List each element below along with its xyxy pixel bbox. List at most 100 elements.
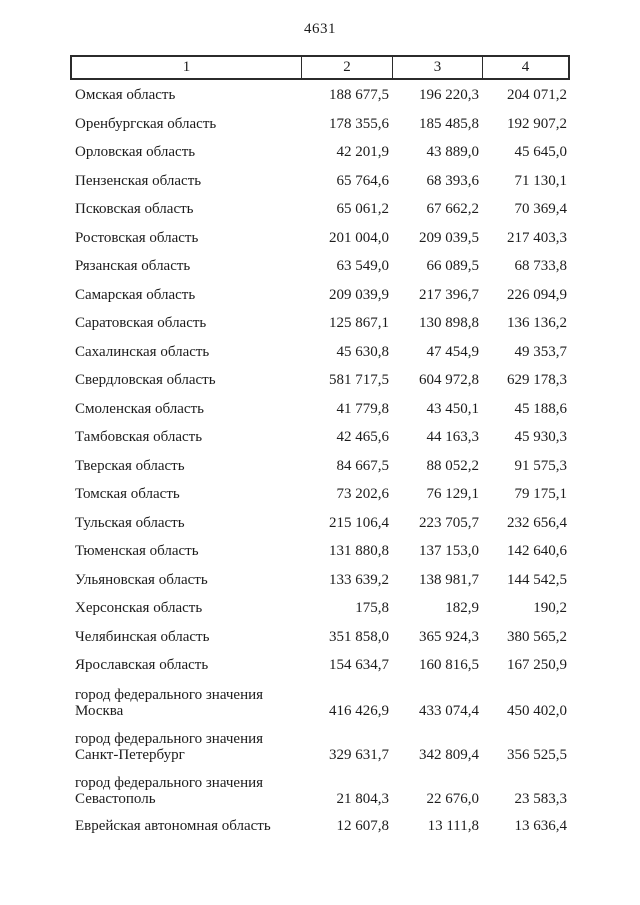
value-col-4: 91 575,3 xyxy=(514,457,568,474)
region-name: Рязанская область xyxy=(70,258,300,274)
table-header-row: 1 2 3 4 xyxy=(70,55,570,80)
value-col-2: 154 634,7 xyxy=(329,657,389,674)
value-col-4: 629 178,3 xyxy=(507,372,567,389)
region-name: город федерального значения Москва xyxy=(70,687,300,719)
region-name-line: Псковская область xyxy=(75,201,194,218)
table-row: Ярославская область 154 634,7 160 816,5 167… xyxy=(70,651,570,680)
value-col-2: 201 004,0 xyxy=(329,229,389,246)
region-name: Орловская область xyxy=(70,144,300,160)
region-name: Смоленская область xyxy=(70,401,300,417)
region-name-line: Рязанская область xyxy=(75,258,191,275)
value-col-4: 380 565,2 xyxy=(507,628,567,645)
value-col-4: 450 402,0 xyxy=(507,702,567,719)
value-col-4: 45 645,0 xyxy=(514,144,568,161)
value-col-4: 79 175,1 xyxy=(514,486,568,503)
value-col-2: 581 717,5 xyxy=(329,372,389,389)
value-col-4: 217 403,3 xyxy=(507,229,567,246)
value-col-3: 47 454,9 xyxy=(426,343,480,360)
value-col-3: 342 809,4 xyxy=(419,746,479,763)
value-col-2: 215 106,4 xyxy=(329,514,389,531)
value-col-4: 71 130,1 xyxy=(514,172,568,189)
region-name: Ярославская область xyxy=(70,657,300,673)
region-name-line: Омская область xyxy=(75,87,176,104)
value-col-3: 22 676,0 xyxy=(426,790,480,807)
table-row: Томская область 73 202,6 76 129,1 79 175,1 xyxy=(70,480,570,509)
region-name-line: Тамбовская область xyxy=(75,429,203,446)
region-name-line: Севастополь xyxy=(75,790,156,807)
table-header-cell-1: 1 xyxy=(182,59,191,75)
region-name-line: Смоленская область xyxy=(75,400,204,417)
region-name: Тверская область xyxy=(70,458,300,474)
region-name: Саратовская область xyxy=(70,315,300,331)
region-name-line: Оренбургская область xyxy=(75,115,217,132)
value-col-3: 209 039,5 xyxy=(419,229,479,246)
value-col-2: 133 639,2 xyxy=(329,571,389,588)
value-col-2: 84 667,5 xyxy=(336,457,390,474)
value-col-3: 76 129,1 xyxy=(426,486,480,503)
region-name-line: Ростовская область xyxy=(75,229,199,246)
value-col-4: 49 353,7 xyxy=(514,343,568,360)
value-col-3: 44 163,3 xyxy=(426,429,480,446)
region-name: Тамбовская область xyxy=(70,429,300,445)
value-col-4: 190,2 xyxy=(533,600,567,617)
value-col-3: 196 220,3 xyxy=(419,87,479,104)
region-name-line: Тульская область xyxy=(75,514,185,531)
value-col-2: 351 858,0 xyxy=(329,628,389,645)
region-name: Томская область xyxy=(70,486,300,502)
table-header-cell-3: 3 xyxy=(392,57,482,78)
table-row: Еврейская автономная область 12 607,8 13 1… xyxy=(70,812,570,841)
region-name-line: Ульяновская область xyxy=(75,571,208,588)
region-name-line: Тверская область xyxy=(75,457,185,474)
value-col-4: 70 369,4 xyxy=(514,201,568,218)
region-name: Челябинская область xyxy=(70,629,300,645)
value-col-2: 329 631,7 xyxy=(329,746,389,763)
value-col-3: 43 450,1 xyxy=(426,400,480,417)
table-row: Самарская область 209 039,9 217 396,7 226 0… xyxy=(70,281,570,310)
value-col-4: 356 525,5 xyxy=(507,746,567,763)
region-name-line: Тюменская область xyxy=(75,543,199,560)
table-row: Тверская область 84 667,5 88 052,2 91 575,3 xyxy=(70,452,570,481)
value-col-3: 182,9 xyxy=(445,600,479,617)
value-col-3: 43 889,0 xyxy=(426,144,480,161)
table-row: Тульская область 215 106,4 223 705,7 232 65… xyxy=(70,509,570,538)
value-col-2: 45 630,8 xyxy=(336,343,390,360)
value-col-3: 433 074,4 xyxy=(419,702,479,719)
table-row: Свердловская область 581 717,5 604 972,8 62… xyxy=(70,366,570,395)
value-col-2: 175,8 xyxy=(355,600,389,617)
value-col-4: 144 542,5 xyxy=(507,571,567,588)
value-col-2: 188 677,5 xyxy=(329,87,389,104)
value-col-2: 65 061,2 xyxy=(336,201,390,218)
table-row: Орловская область 42 201,9 43 889,0 45 645,… xyxy=(70,138,570,167)
value-col-4: 167 250,9 xyxy=(507,657,567,674)
value-col-3: 217 396,7 xyxy=(419,286,479,303)
table-row: Челябинская область 351 858,0 365 924,3 380… xyxy=(70,623,570,652)
value-col-3: 223 705,7 xyxy=(419,514,479,531)
value-col-2: 131 880,8 xyxy=(329,543,389,560)
region-name: Оренбургская область xyxy=(70,116,300,132)
table-row: Ростовская область 201 004,0 209 039,5 217 … xyxy=(70,224,570,253)
region-name: Псковская область xyxy=(70,201,300,217)
region-name-line: Челябинская область xyxy=(75,628,210,645)
region-name: Тюменская область xyxy=(70,543,300,559)
region-name: Еврейская автономная область xyxy=(70,818,300,834)
value-col-3: 137 153,0 xyxy=(419,543,479,560)
value-col-4: 142 640,6 xyxy=(507,543,567,560)
region-name: город федерального значения Санкт-Петербу… xyxy=(70,731,300,763)
table-row: Смоленская область 41 779,8 43 450,1 45 188… xyxy=(70,395,570,424)
region-name-line: Орловская область xyxy=(75,144,196,161)
region-name-line: Херсонская область xyxy=(75,600,203,617)
table-row: Сахалинская область 45 630,8 47 454,9 49 35… xyxy=(70,338,570,367)
region-name-line: Санкт-Петербург xyxy=(75,746,185,763)
value-col-2: 42 465,6 xyxy=(336,429,390,446)
region-name-line: город федерального значения xyxy=(75,774,264,791)
region-name: Омская область xyxy=(70,87,300,103)
value-col-4: 68 733,8 xyxy=(514,258,568,275)
table-row: Тюменская область 131 880,8 137 153,0 142 6… xyxy=(70,537,570,566)
value-col-3: 160 816,5 xyxy=(419,657,479,674)
region-name-line: Ярославская область xyxy=(75,657,209,674)
region-name: Свердловская область xyxy=(70,372,300,388)
value-col-2: 125 867,1 xyxy=(329,315,389,332)
table-row: город федерального значения Санкт-Петербу… xyxy=(70,724,570,768)
value-col-2: 416 426,9 xyxy=(329,702,389,719)
region-name-line: Свердловская область xyxy=(75,372,216,389)
